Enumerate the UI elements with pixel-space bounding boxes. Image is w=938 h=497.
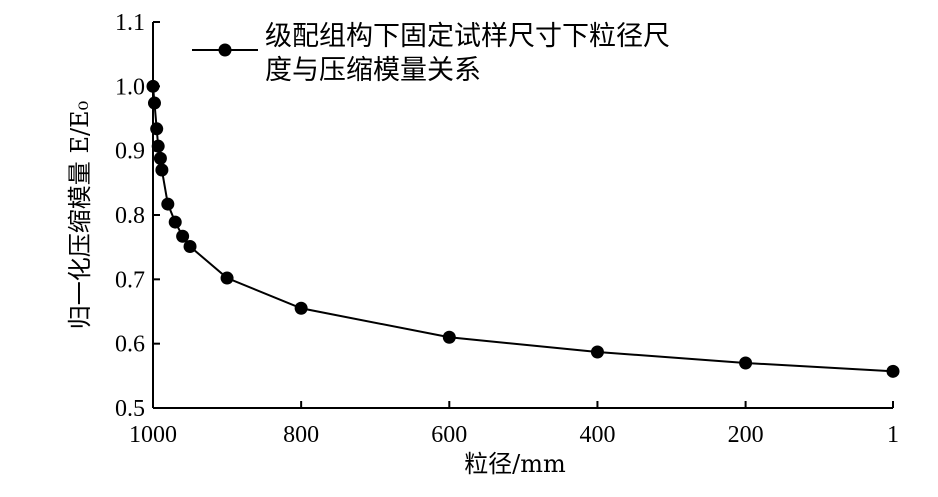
legend-marker: [218, 43, 232, 57]
x-tick-label: 1000: [129, 422, 177, 448]
marker: [150, 122, 164, 136]
y-axis-label: 归一化压缩模量 E/E₀: [66, 101, 94, 329]
y-tick-label: 1.0: [115, 74, 145, 100]
marker: [161, 197, 175, 211]
marker: [590, 345, 604, 359]
x-axis-label: 粒径/mm: [464, 450, 566, 478]
marker: [151, 139, 165, 153]
marker: [168, 215, 182, 229]
y-tick-label: 0.5: [115, 396, 145, 422]
marker: [442, 330, 456, 344]
legend-label: 级配组构下固定试样尺寸下粒径尺度与压缩模量关系: [265, 21, 670, 86]
y-tick-label: 1.1: [115, 10, 145, 36]
marker: [220, 271, 234, 285]
x-tick-label: 200: [728, 422, 764, 448]
marker: [155, 163, 169, 177]
marker: [147, 96, 161, 110]
marker: [146, 79, 160, 93]
y-tick-label: 0.8: [115, 203, 145, 229]
marker: [294, 301, 308, 315]
y-tick-label: 0.7: [115, 267, 145, 293]
marker: [183, 240, 197, 254]
line: [152, 86, 894, 373]
y-tick-label: 0.6: [115, 332, 145, 358]
marker: [739, 356, 753, 370]
x-tick-label: 800: [283, 422, 319, 448]
marker: [176, 229, 190, 243]
y-tick-label: 0.9: [115, 139, 145, 165]
x-tick-label: 1: [887, 422, 899, 448]
x-tick-label: 400: [579, 422, 615, 448]
marker: [153, 151, 167, 165]
x-tick-label: 600: [431, 422, 467, 448]
marker: [886, 364, 900, 378]
